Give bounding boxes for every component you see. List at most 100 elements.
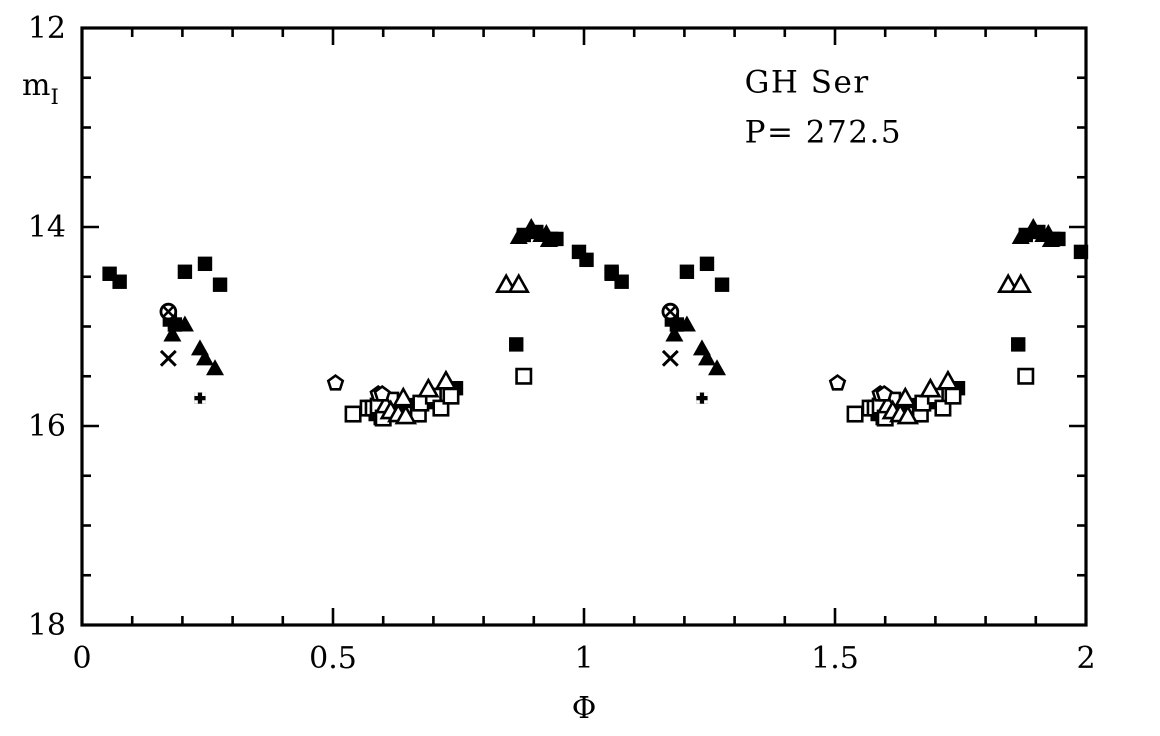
data-point-open-pentagon [828, 374, 847, 391]
data-point-filled-triangle [665, 325, 684, 342]
data-point-open-triangle [394, 404, 418, 425]
annotation-star-name: GH Ser [745, 65, 870, 101]
marker-open-triangle [896, 404, 920, 425]
marker-filled-triangle [665, 325, 684, 342]
marker-circle-cross-b [162, 305, 175, 318]
marker-bowtie-notch [696, 400, 700, 404]
data-point-open-square [515, 367, 533, 385]
marker-circle-cross-b [664, 305, 677, 318]
data-point-open-triangle [417, 377, 440, 398]
x-axis-tick-label: 0 [72, 641, 91, 676]
data-point-open-triangle [919, 377, 942, 398]
marker-filled-triangle [708, 359, 727, 376]
data-point-filled-triangle [1024, 218, 1043, 235]
marker-filled-triangle [1011, 227, 1030, 244]
y-axis-label-main: m [22, 68, 50, 103]
marker-bowtie-notch [704, 392, 708, 397]
marker-open-square [846, 405, 864, 423]
marker-open-triangle [936, 369, 960, 390]
data-point-bowtie [696, 392, 708, 404]
data-point-open-triangle [392, 386, 415, 407]
marker-filled-triangle [697, 349, 716, 366]
data-point-filled-square [212, 277, 228, 292]
data-point-filled-square [714, 277, 730, 292]
plot-frame [80, 26, 1088, 627]
marker-filled-square [1011, 337, 1026, 352]
data-point-filled-square [1073, 244, 1089, 260]
marker-filled-triangle [509, 227, 528, 244]
y-axis-tick-label: 12 [28, 11, 66, 46]
marker-filled-triangle [1041, 230, 1060, 247]
marker-open-triangle [417, 377, 440, 398]
marker-open-square [515, 367, 533, 385]
data-point-filled-square [679, 264, 695, 279]
marker-bowtie-body [696, 392, 708, 404]
data-point-filled-square [112, 274, 127, 289]
data-point-open-square [846, 405, 864, 423]
x-axis-tick-label: 1.5 [811, 641, 859, 676]
data-point-open-triangle [936, 369, 960, 390]
marker-bowtie-notch [194, 392, 198, 397]
marker-open-pentagon [828, 374, 847, 391]
data-point-open-square [1017, 367, 1035, 385]
data-point-filled-triangle [677, 315, 696, 332]
y-axis-label: mI [22, 68, 59, 109]
marker-bowtie-notch [696, 392, 700, 397]
marker-filled-triangle [1024, 218, 1043, 235]
marker-filled-triangle [206, 359, 225, 376]
marker-filled-square [614, 274, 629, 289]
marker-filled-square [177, 264, 193, 279]
data-point-open-square [944, 387, 962, 405]
marker-open-square [344, 405, 362, 423]
data-point-open-pentagon [373, 384, 391, 402]
marker-x-cross-b [661, 349, 679, 367]
data-point-filled-square [614, 274, 629, 289]
marker-filled-square [679, 264, 695, 279]
marker-x-cross-b [159, 349, 177, 367]
marker-filled-square [509, 337, 524, 352]
data-point-x-cross [159, 349, 177, 367]
marker-open-square [944, 387, 962, 405]
data-point-bowtie [194, 392, 206, 404]
data-point-filled-triangle [195, 349, 214, 366]
marker-open-pentagon [875, 384, 893, 402]
marker-open-triangle [392, 386, 415, 407]
data-point-filled-triangle [163, 325, 182, 342]
data-point-filled-square [197, 256, 213, 272]
marker-bowtie-notch [704, 400, 708, 404]
marker-filled-square [714, 277, 730, 292]
marker-open-triangle [894, 386, 917, 407]
data-point-open-triangle [434, 369, 458, 390]
marker-filled-square [699, 256, 715, 272]
data-point-filled-square [579, 252, 594, 268]
marker-filled-square [212, 277, 228, 292]
data-point-filled-triangle [1041, 230, 1060, 247]
marker-bowtie-notch [202, 392, 206, 397]
data-point-open-triangle [507, 273, 530, 294]
data-point-filled-triangle [1011, 227, 1030, 244]
data-point-filled-triangle [697, 349, 716, 366]
marker-filled-triangle [522, 218, 541, 235]
marker-bowtie-notch [194, 400, 198, 404]
x-axis-tick-label: 1 [574, 641, 593, 676]
data-point-open-pentagon [326, 374, 345, 391]
data-point-open-pentagon [875, 384, 893, 402]
marker-open-triangle [1009, 273, 1032, 294]
marker-bowtie-body [194, 392, 206, 404]
data-point-filled-triangle [539, 230, 558, 247]
marker-bowtie-notch [202, 400, 206, 404]
marker-filled-triangle [677, 315, 696, 332]
data-point-filled-square [177, 264, 193, 279]
data-point-filled-triangle [206, 359, 225, 376]
marker-filled-square [1073, 244, 1089, 260]
marker-open-triangle [507, 273, 530, 294]
marker-filled-triangle [175, 315, 194, 332]
marker-filled-triangle [163, 325, 182, 342]
marker-open-triangle [394, 404, 418, 425]
x-axis-tick-label: 2 [1076, 641, 1095, 676]
data-point-filled-square [699, 256, 715, 272]
data-point-open-triangle [1009, 273, 1032, 294]
marker-open-triangle [434, 369, 458, 390]
data-point-open-triangle [894, 386, 917, 407]
